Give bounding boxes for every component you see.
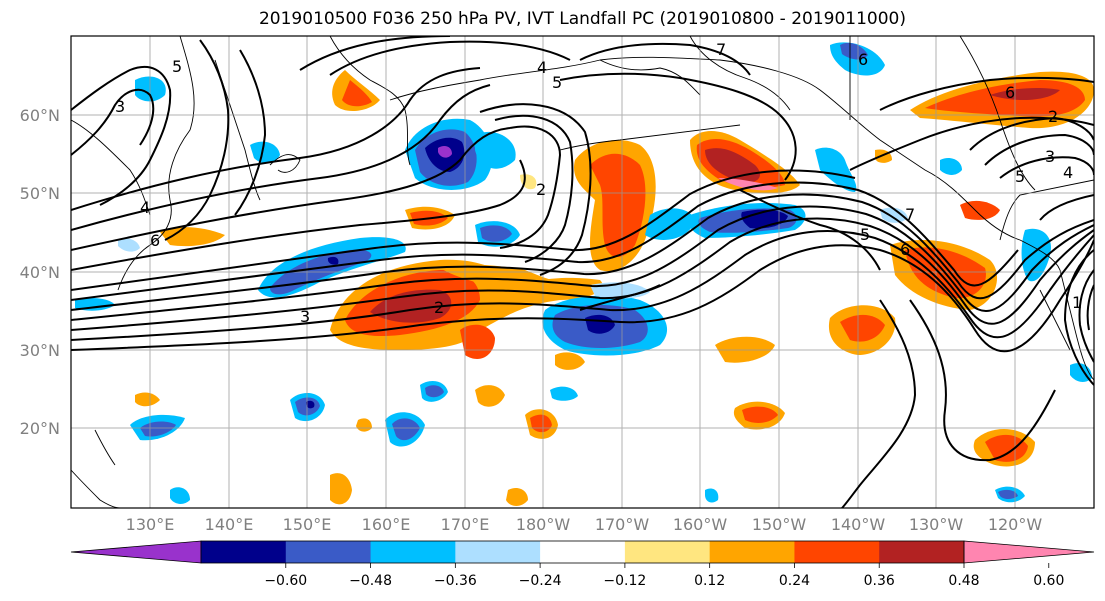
lat-label: 40°N xyxy=(20,263,60,282)
colorbar-tick-label: −0.36 xyxy=(434,573,477,589)
lon-label: 160°W xyxy=(673,515,728,534)
lat-label: 20°N xyxy=(20,419,60,438)
contour-label: 4 xyxy=(1063,163,1073,182)
coastlines xyxy=(71,36,1094,508)
graticule xyxy=(71,36,1094,508)
contour-label: 5 xyxy=(552,73,562,92)
colorbar-segment xyxy=(624,541,711,563)
colorbar-tick-label: −0.48 xyxy=(349,573,392,589)
contour-label: 1 xyxy=(1072,293,1082,312)
colorbar-tick-label: −0.60 xyxy=(264,573,307,589)
contour-label: 7 xyxy=(716,40,726,59)
lon-label: 170°E xyxy=(441,515,490,534)
map-content: 7 5 4 5 3 6 6 2 3 4 5 7 6 2 5 4 6 1 3 2 xyxy=(71,36,1094,508)
lon-label: 120°W xyxy=(988,515,1043,534)
contour-label: 5 xyxy=(1015,167,1025,186)
contour-label: 6 xyxy=(900,240,910,259)
contour-label: 5 xyxy=(172,57,182,76)
colorbar-extend-low xyxy=(70,540,202,564)
lat-label: 30°N xyxy=(20,341,60,360)
colorbar-segment xyxy=(285,541,372,563)
contour-label-group: 7 5 4 5 3 6 6 2 3 4 5 7 6 2 5 4 6 1 3 2 xyxy=(115,40,1082,326)
colorbar-segment xyxy=(370,541,456,563)
colorbar-segment xyxy=(201,541,287,563)
lon-label: 150°E xyxy=(283,515,332,534)
contour-label: 3 xyxy=(115,97,125,116)
contour-label: 6 xyxy=(150,231,160,250)
colorbar-outline xyxy=(200,540,965,564)
colorbar-extend-high xyxy=(963,540,1095,564)
lon-label: 140°W xyxy=(831,515,886,534)
contour-label: 4 xyxy=(140,198,150,217)
lon-label: 130°W xyxy=(909,515,964,534)
colorbar-segment xyxy=(455,541,541,563)
colorbar-tick-label: 0.60 xyxy=(1033,573,1064,589)
contour-label: 2 xyxy=(434,298,444,317)
lon-label: 150°W xyxy=(752,515,807,534)
colorbar-segment xyxy=(540,541,626,563)
lon-label: 180°W xyxy=(516,515,571,534)
longitude-labels: 130°E 140°E 150°E 160°E 170°E 180°W 170°… xyxy=(126,515,1043,534)
colorbar-tick-label: 0.48 xyxy=(948,573,979,589)
contour-label: 5 xyxy=(860,225,870,244)
colorbar-tick-label: 0.36 xyxy=(864,573,895,589)
colorbar-tick-label: 0.12 xyxy=(694,573,725,589)
latitude-labels: 60°N 50°N 40°N 30°N 20°N xyxy=(20,106,60,438)
colorbar-segment xyxy=(879,541,965,563)
contour-label: 2 xyxy=(1048,107,1058,126)
colorbar-tick-label: −0.12 xyxy=(603,573,646,589)
lat-label: 60°N xyxy=(20,106,60,125)
contour-label: 6 xyxy=(1005,83,1015,102)
contour-lines xyxy=(71,36,1094,508)
colorbar-segment xyxy=(794,541,880,563)
contour-label: 7 xyxy=(905,205,915,224)
map-border xyxy=(70,35,1095,509)
contour-label: 4 xyxy=(537,58,547,77)
colorbar: −0.60 −0.48 −0.36 −0.24 −0.12 0.12 0.24 0.36 0.4… xyxy=(70,540,1095,589)
map-title: 2019010500 F036 250 hPa PV, IVT Landfall… xyxy=(258,9,906,29)
lon-label: 130°E xyxy=(126,515,175,534)
colorbar-segment xyxy=(709,541,795,563)
contour-label: 3 xyxy=(300,307,310,326)
contour-label: 2 xyxy=(536,180,546,199)
colorbar-tick-label: −0.24 xyxy=(519,573,562,589)
colorbar-tick-label: 0.24 xyxy=(779,573,810,589)
contour-label: 3 xyxy=(1045,147,1055,166)
lon-label: 160°E xyxy=(362,515,411,534)
lon-label: 170°W xyxy=(595,515,650,534)
lon-label: 140°E xyxy=(205,515,254,534)
lat-label: 50°N xyxy=(20,184,60,203)
contour-label: 6 xyxy=(858,50,868,69)
